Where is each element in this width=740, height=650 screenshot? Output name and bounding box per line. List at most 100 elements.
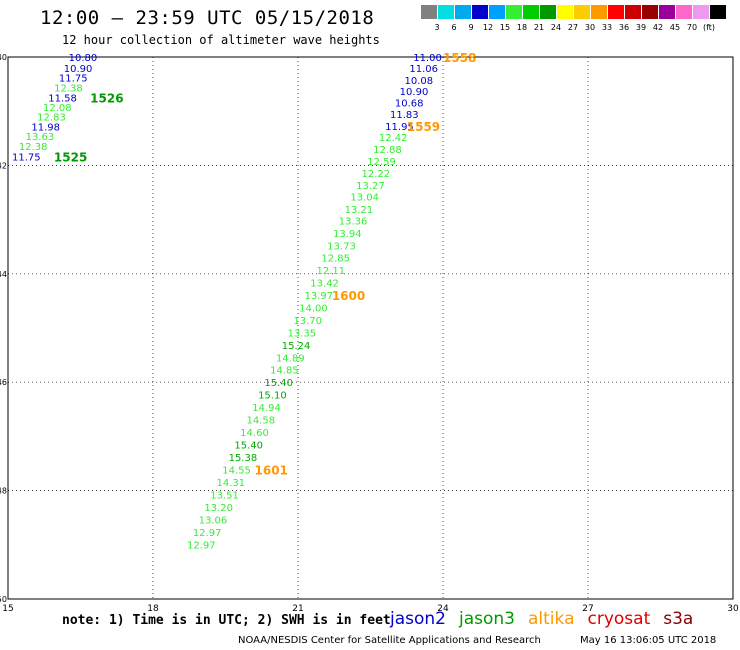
x-tick-label: 15 (2, 604, 13, 614)
wave-height-value: 11.75 (12, 153, 41, 164)
generation-timestamp: May 16 13:06:05 UTC 2018 (580, 635, 717, 646)
footer-note: note: 1) Time is in UTC; 2) SWH is in fe… (62, 613, 391, 628)
y-tick-label: -44 (0, 270, 7, 279)
wave-height-value: 13.63 (26, 132, 55, 143)
wave-height-value: 12.97 (193, 528, 222, 539)
satellite-name: cryosat (587, 609, 651, 629)
legend-swatch (421, 5, 437, 19)
wave-height-value: 14.58 (246, 416, 275, 427)
legend-label: 12 (482, 23, 494, 32)
time-label: 1525 (54, 151, 87, 165)
legend-swatch (659, 5, 675, 19)
wave-height-value: 10.08 (405, 76, 434, 87)
time-label: 1559 (407, 120, 440, 134)
plot-frame (7, 56, 734, 600)
legend-swatch (676, 5, 692, 19)
wave-height-value: 12.97 (187, 540, 216, 551)
legend-swatch (540, 5, 556, 19)
legend-label: 36 (618, 23, 630, 32)
wave-height-value: 13.70 (293, 316, 322, 327)
wave-height-value: 10.90 (400, 87, 429, 98)
wave-height-value: 12.22 (361, 169, 390, 180)
legend-label: 9 (468, 23, 474, 32)
grid-layer (7, 56, 734, 600)
wave-height-value: 14.00 (299, 303, 328, 314)
wave-height-value: 11.83 (390, 110, 419, 121)
wave-height-value: 12.59 (367, 157, 396, 168)
wave-height-value: 15.38 (229, 453, 258, 464)
legend-swatch (455, 5, 471, 19)
y-tick-label: -46 (0, 378, 7, 387)
legend-swatch (557, 5, 573, 19)
wave-height-value: 12.38 (54, 83, 83, 94)
wave-height-value: 14.89 (276, 353, 305, 364)
wave-height-value: 15.40 (264, 378, 293, 389)
legend-swatch (608, 5, 624, 19)
time-label: 1601 (255, 463, 288, 477)
x-tick-label: 24 (437, 604, 449, 614)
legend-swatch (642, 5, 658, 19)
wave-height-value: 14.94 (252, 403, 281, 414)
time-label: 1600 (332, 289, 365, 303)
legend-swatch (574, 5, 590, 19)
time-label: 1526 (90, 92, 123, 106)
wave-height-value: 12.42 (379, 133, 408, 144)
wave-height-value: 13.35 (288, 328, 317, 339)
time-label: 1558 (443, 51, 476, 65)
x-tick-label: 30 (727, 604, 739, 614)
legend-swatch (693, 5, 709, 19)
satellite-name: jason2 (390, 609, 446, 629)
satellite-legend: jason2 jason3 altika cryosat s3a (390, 609, 706, 629)
credit-line: NOAA/NESDIS Center for Satellite Applica… (238, 635, 541, 646)
wave-height-value: 13.04 (350, 192, 379, 203)
time-labels: 1526 1525 1558 1559 1600 1601 (54, 51, 476, 477)
x-tick-label: 21 (292, 604, 303, 614)
wave-height-value: 12.08 (43, 103, 72, 114)
legend-swatch (591, 5, 607, 19)
legend-label: 15 (499, 23, 511, 32)
legend-label: 45 (669, 23, 681, 32)
wave-height-value: 13.94 (333, 229, 362, 240)
wave-height-value: 15.24 (282, 341, 311, 352)
wave-height-value: 12.38 (19, 142, 48, 153)
wave-height-value: 13.97 (304, 291, 333, 302)
satellite-name: jason3 (459, 609, 515, 629)
wave-height-value: 11.75 (59, 74, 88, 85)
legend-label: 18 (516, 23, 528, 32)
legend-label: (ft) (702, 23, 716, 32)
wave-height-value: 14.60 (240, 428, 269, 439)
wave-height-value: 10.68 (395, 99, 424, 110)
wave-height-value: 13.20 (204, 503, 233, 514)
wave-height-value: 15.40 (234, 441, 263, 452)
wave-height-value: 12.11 (317, 266, 346, 277)
legend-label: 3 (434, 23, 440, 32)
legend-label: 39 (635, 23, 647, 32)
wave-height-value: 13.36 (339, 217, 368, 228)
wave-height-value: 14.55 (222, 465, 251, 476)
wave-height-value: 11.95 (385, 122, 414, 133)
legend-label: 6 (451, 23, 457, 32)
wave-height-value: 13.42 (310, 278, 339, 289)
legend-label: 27 (567, 23, 579, 32)
satellite-name: s3a (663, 609, 694, 629)
y-tick-label: -42 (0, 161, 7, 170)
x-tick-label: 18 (147, 604, 159, 614)
wave-height-value: 11.58 (48, 94, 77, 105)
legend-swatch (438, 5, 454, 19)
legend-label: 42 (652, 23, 664, 32)
legend-swatch (472, 5, 488, 19)
wave-height-value: 11.98 (31, 122, 60, 133)
wave-height-value: 10.90 (64, 64, 93, 75)
wave-height-value: 10.80 (69, 53, 98, 64)
satellite-name: altika (528, 609, 575, 629)
legend-label: 30 (584, 23, 596, 32)
wave-height-value: 12.85 (321, 254, 350, 265)
legend-swatch (625, 5, 641, 19)
y-tick-label: -40 (0, 53, 7, 62)
wave-height-value: 11.06 (409, 64, 438, 75)
wave-height-value: 13.06 (199, 515, 228, 526)
wave-height-value: 12.88 (373, 145, 402, 156)
legend-swatch (506, 5, 522, 19)
